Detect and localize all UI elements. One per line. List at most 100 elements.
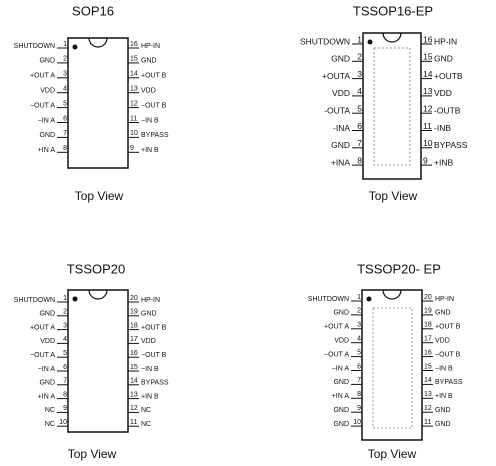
pin-number: 15 [130, 56, 138, 63]
pin-number: 14 [423, 69, 433, 79]
pin-label: GND [331, 140, 350, 150]
pin-number: 1 [357, 34, 362, 44]
pin-number: 16 [130, 350, 138, 357]
pin-label: GND [141, 311, 157, 318]
exposed-pad [372, 307, 413, 429]
pin-number: 15 [424, 363, 432, 370]
pin-label: −IN A [38, 117, 56, 124]
pin-label: −OUT B [141, 352, 167, 359]
notch [382, 289, 402, 300]
pin-number: 9 [63, 405, 67, 412]
pin-label: +IN B [141, 393, 159, 400]
pin-label: −OUT A [324, 351, 349, 358]
pin-label: BYPASS [141, 380, 169, 387]
pin-number: 2 [63, 56, 67, 63]
pin-number: 5 [357, 349, 361, 356]
pin-label: +OUTB [434, 71, 463, 81]
pin-number: 16 [423, 34, 433, 44]
pin-label: HP-IN [141, 297, 160, 304]
pin-label: HP-IN [435, 296, 454, 303]
pin-label: −OUT B [435, 351, 461, 358]
pin-number: 18 [130, 322, 138, 329]
pin-label: NC [141, 421, 151, 428]
pin-label: +OUT A [30, 73, 55, 80]
notch [382, 32, 402, 43]
pin-number: 3 [357, 322, 361, 329]
caption: Top View [368, 447, 417, 461]
pin-number: 19 [424, 308, 432, 315]
pin-number: 11 [130, 419, 137, 426]
pin-label: +IN A [332, 393, 350, 400]
exposed-pad [373, 47, 411, 166]
pin-label: HP-IN [141, 43, 160, 50]
pin-label: VDD [141, 338, 156, 345]
pin-label: VDD [332, 88, 350, 98]
package-body [362, 32, 422, 180]
caption: Top View [75, 189, 124, 203]
pin-number: 16 [130, 41, 138, 48]
pin-label: GND [435, 421, 451, 428]
pin-label: HP-IN [434, 36, 457, 46]
pin-number: 2 [357, 52, 362, 62]
pin-number: 5 [63, 100, 67, 107]
pin-label: GND [434, 54, 453, 64]
pin-label: GND [333, 407, 349, 414]
package-body [67, 289, 129, 433]
pin-number: 16 [424, 349, 432, 356]
pin-label: SHUTDOWN [308, 296, 349, 303]
pin-number: 2 [63, 309, 67, 316]
pin-label: +OUT B [141, 73, 167, 80]
pin-label: GND [331, 54, 350, 64]
pin-label: −IN B [435, 365, 453, 372]
pin-label: −OUT B [141, 102, 167, 109]
pin-number: 12 [423, 103, 433, 113]
pin-number: 7 [63, 130, 67, 137]
pin-number: 20 [130, 295, 138, 302]
pin-number: 6 [63, 364, 67, 371]
pin-number: 10 [423, 138, 433, 148]
pin-number: 8 [63, 391, 67, 398]
pin1-dot [367, 39, 373, 45]
pin-label: −IN A [332, 365, 350, 372]
pin-number: 12 [424, 405, 432, 412]
pin-number: 6 [357, 121, 362, 131]
pin-label: +OUT A [30, 324, 55, 331]
pin-label: VDD [40, 338, 55, 345]
pin-number: 13 [424, 391, 432, 398]
pin-number: 14 [130, 378, 138, 385]
pin-label: SHUTDOWN [14, 43, 55, 50]
pin-number: 1 [63, 295, 67, 302]
pin-label: −IN B [141, 117, 159, 124]
pin-number: 8 [63, 145, 67, 152]
pin-label: BYPASS [434, 140, 468, 150]
pin-label: BYPASS [141, 132, 169, 139]
pin-number: 20 [424, 294, 432, 301]
pin-label: GND [39, 132, 55, 139]
pin-label: VDD [40, 88, 55, 95]
pin-number: 12 [130, 100, 138, 107]
pin-label: BYPASS [435, 379, 463, 386]
notch [88, 37, 108, 48]
pin-number: 7 [357, 377, 361, 384]
pin-label: −OUT A [30, 102, 55, 109]
pin-number: 9 [130, 145, 134, 152]
pin-number: 17 [130, 336, 138, 343]
pin1-dot [72, 296, 78, 302]
pin-number: 1 [63, 41, 67, 48]
pin-label: +IN B [435, 393, 453, 400]
pin-number: 1 [357, 294, 361, 301]
pin-number: 14 [130, 71, 138, 78]
pin-number: 8 [357, 391, 361, 398]
pin-number: 15 [423, 52, 433, 62]
pin-number: 13 [130, 86, 138, 93]
pin-label: −IN B [141, 366, 159, 373]
pin-label: −IN A [38, 366, 56, 373]
pin-label: GND [333, 379, 349, 386]
package-title: SOP16 [72, 3, 114, 18]
pin-label: VDD [434, 88, 452, 98]
pin-label: +OUT B [141, 324, 167, 331]
pin-label: NC [45, 407, 55, 414]
pin-label: -INA [333, 123, 350, 133]
pin-number: 7 [63, 378, 67, 385]
pin-number: 10 [353, 419, 361, 426]
